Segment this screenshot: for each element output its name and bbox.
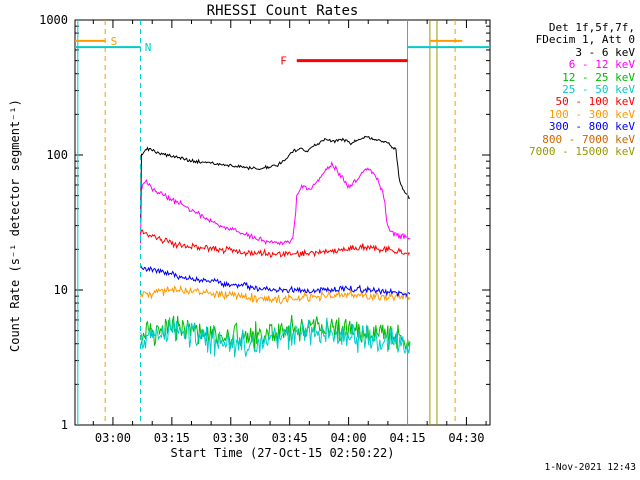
- flag-label-s: S: [111, 35, 118, 48]
- legend-series-list: 3 - 6 keV 6 - 12 keV 12 - 25 keV 25 - 50 ke…: [529, 45, 635, 159]
- legend: Det 1f,5f,7f, FDecim 1, Att 0 3 - 6 keV 6…: [529, 21, 635, 159]
- legend-item: 3 - 6 keV: [575, 45, 635, 59]
- plot-frame: [74, 19, 491, 426]
- x-tick-label: 03:00: [95, 431, 131, 445]
- y-tick-label: 1: [61, 418, 68, 432]
- legend-item: 800 - 7000 keV: [542, 132, 635, 146]
- x-tick-label: 03:15: [154, 431, 190, 445]
- series-100-300-kev: [140, 284, 411, 305]
- y-tick-label: 10: [54, 283, 68, 297]
- y-tick-label: 100: [46, 148, 68, 162]
- y-tick-label: 1000: [39, 13, 68, 27]
- legend-item: 7000 - 15000 keV: [529, 145, 635, 159]
- legend-decim-line: FDecim 1, Att 0: [535, 33, 635, 47]
- series-25-50-kev: [140, 317, 411, 358]
- legend-item: 6 - 12 keV: [568, 58, 635, 72]
- series-6-12-kev: [140, 160, 411, 246]
- legend-item: 100 - 300 keV: [548, 107, 635, 121]
- flag-label-f: F: [280, 55, 287, 68]
- x-tick-label: 04:15: [389, 431, 425, 445]
- series-50-100-kev: [140, 229, 411, 258]
- series-12-25-kev: [140, 314, 411, 352]
- series-300-800-kev: [140, 265, 411, 298]
- y-axis-label: Count Rate (s⁻¹ detector segment⁻¹): [8, 99, 22, 352]
- x-axis-label: Start Time (27-Oct-15 02:50:22): [170, 446, 395, 460]
- legend-item: 25 - 50 keV: [562, 83, 635, 97]
- x-tick-label: 03:45: [272, 431, 308, 445]
- legend-detectors-line: Det 1f,5f,7f,: [548, 21, 635, 34]
- x-tick-label: 04:00: [331, 431, 367, 445]
- chart-title: RHESSI Count Rates: [206, 3, 359, 19]
- legend-item: 50 - 100 keV: [555, 95, 635, 109]
- series-3-6-kev: [140, 135, 411, 223]
- flag-label-n: N: [145, 41, 152, 54]
- x-tick-label: 04:30: [448, 431, 484, 445]
- legend-item: 12 - 25 keV: [562, 70, 635, 84]
- x-tick-label: 03:30: [213, 431, 249, 445]
- creation-timestamp: 1-Nov-2021 12:43: [544, 462, 636, 473]
- legend-item: 300 - 800 keV: [548, 120, 635, 134]
